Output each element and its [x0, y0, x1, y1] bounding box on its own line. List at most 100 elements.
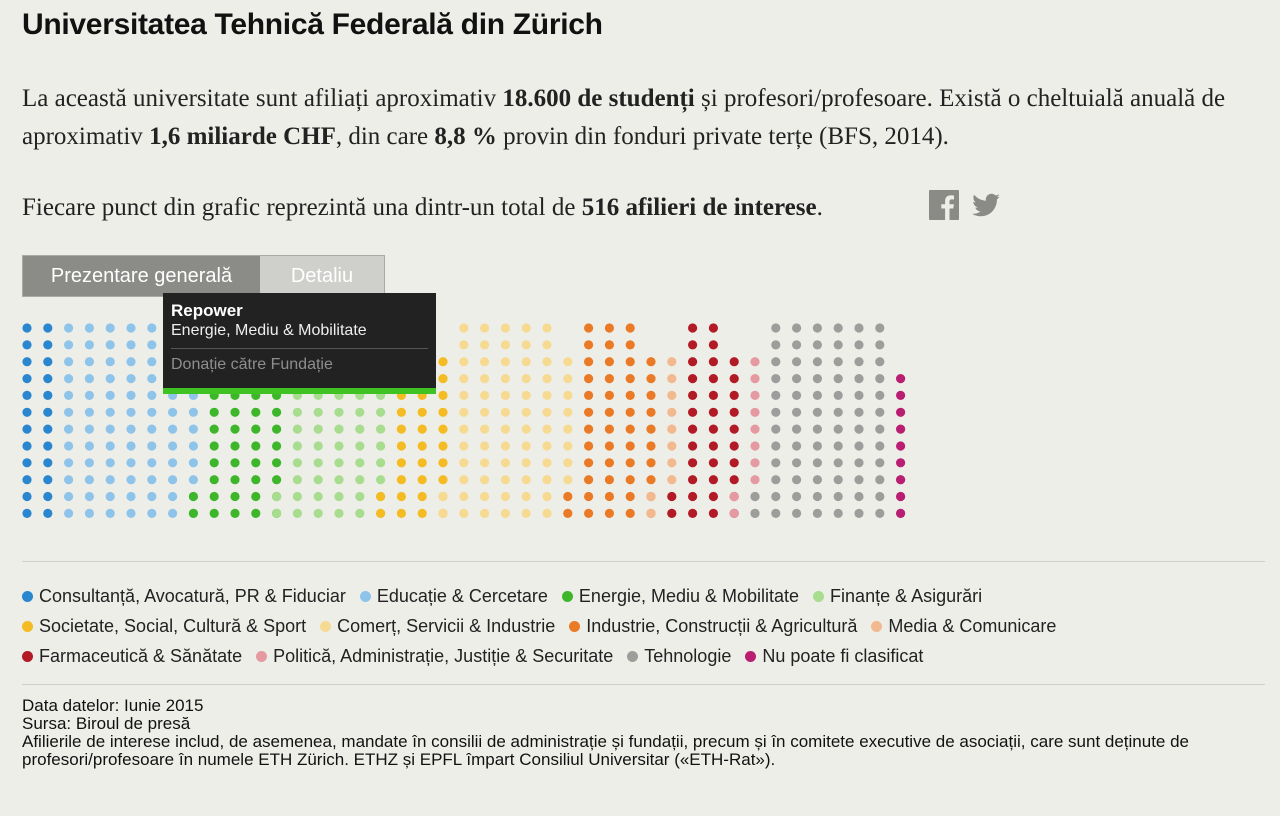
data-dot[interactable] — [22, 390, 32, 400]
data-dot[interactable] — [168, 475, 178, 485]
data-dot[interactable] — [688, 491, 698, 502]
data-dot[interactable] — [147, 357, 157, 367]
data-dot[interactable] — [313, 491, 323, 502]
data-dot[interactable] — [584, 424, 594, 434]
data-dot[interactable] — [833, 458, 843, 468]
data-dot[interactable] — [500, 390, 510, 400]
data-dot[interactable] — [251, 491, 261, 502]
data-dot[interactable] — [230, 475, 240, 485]
data-dot[interactable] — [459, 475, 469, 485]
data-dot[interactable] — [646, 407, 656, 417]
data-dot[interactable] — [708, 340, 719, 350]
data-dot[interactable] — [521, 508, 531, 518]
data-dot[interactable] — [812, 357, 823, 367]
data-dot[interactable] — [604, 357, 615, 367]
data-dot[interactable] — [667, 508, 677, 518]
data-dot[interactable] — [708, 508, 719, 518]
data-dot[interactable] — [64, 508, 74, 518]
data-dot[interactable] — [563, 424, 573, 434]
data-dot[interactable] — [896, 390, 906, 400]
data-dot[interactable] — [584, 340, 594, 350]
data-dot[interactable] — [667, 491, 677, 502]
data-dot[interactable] — [833, 374, 843, 384]
data-dot[interactable] — [292, 424, 302, 434]
data-dot[interactable] — [667, 357, 677, 367]
data-dot[interactable] — [43, 340, 53, 350]
data-dot[interactable] — [750, 475, 760, 485]
data-dot[interactable] — [147, 475, 157, 485]
data-dot[interactable] — [459, 323, 469, 333]
data-dot[interactable] — [272, 491, 282, 502]
data-dot[interactable] — [230, 491, 240, 502]
data-dot[interactable] — [812, 340, 823, 350]
data-dot[interactable] — [147, 458, 157, 468]
data-dot[interactable] — [604, 441, 615, 451]
data-dot[interactable] — [833, 323, 843, 333]
data-dot[interactable] — [542, 491, 552, 502]
data-dot[interactable] — [750, 407, 760, 417]
data-dot[interactable] — [459, 424, 469, 434]
data-dot[interactable] — [438, 491, 448, 502]
data-dot[interactable] — [521, 491, 531, 502]
data-dot[interactable] — [729, 491, 739, 502]
data-dot[interactable] — [646, 357, 656, 367]
data-dot[interactable] — [188, 424, 198, 434]
data-dot[interactable] — [22, 374, 32, 384]
data-dot[interactable] — [355, 407, 365, 417]
data-dot[interactable] — [84, 458, 94, 468]
data-dot[interactable] — [209, 407, 219, 417]
data-dot[interactable] — [209, 491, 219, 502]
data-dot[interactable] — [771, 491, 781, 502]
data-dot[interactable] — [105, 424, 115, 434]
data-dot[interactable] — [168, 424, 178, 434]
data-dot[interactable] — [22, 508, 32, 518]
data-dot[interactable] — [854, 441, 864, 451]
data-dot[interactable] — [604, 475, 615, 485]
data-dot[interactable] — [396, 475, 406, 485]
data-dot[interactable] — [646, 475, 656, 485]
data-dot[interactable] — [84, 424, 94, 434]
data-dot[interactable] — [563, 491, 573, 502]
data-dot[interactable] — [22, 323, 32, 333]
data-dot[interactable] — [833, 491, 843, 502]
data-dot[interactable] — [500, 374, 510, 384]
data-dot[interactable] — [168, 508, 178, 518]
data-dot[interactable] — [542, 340, 552, 350]
data-dot[interactable] — [792, 323, 802, 333]
data-dot[interactable] — [64, 491, 74, 502]
data-dot[interactable] — [396, 424, 406, 434]
data-dot[interactable] — [771, 407, 781, 417]
data-dot[interactable] — [272, 458, 282, 468]
data-dot[interactable] — [230, 407, 240, 417]
data-dot[interactable] — [22, 441, 32, 451]
data-dot[interactable] — [771, 340, 781, 350]
data-dot[interactable] — [584, 323, 594, 333]
data-dot[interactable] — [854, 508, 864, 518]
data-dot[interactable] — [84, 475, 94, 485]
data-dot[interactable] — [334, 508, 344, 518]
data-dot[interactable] — [480, 424, 490, 434]
data-dot[interactable] — [396, 508, 406, 518]
data-dot[interactable] — [854, 357, 864, 367]
data-dot[interactable] — [625, 340, 635, 350]
data-dot[interactable] — [688, 390, 698, 400]
data-dot[interactable] — [604, 340, 615, 350]
data-dot[interactable] — [896, 491, 906, 502]
data-dot[interactable] — [521, 390, 531, 400]
data-dot[interactable] — [708, 475, 719, 485]
data-dot[interactable] — [126, 323, 136, 333]
data-dot[interactable] — [313, 508, 323, 518]
data-dot[interactable] — [292, 441, 302, 451]
data-dot[interactable] — [230, 424, 240, 434]
data-dot[interactable] — [646, 491, 656, 502]
data-dot[interactable] — [500, 424, 510, 434]
data-dot[interactable] — [542, 407, 552, 417]
data-dot[interactable] — [209, 424, 219, 434]
data-dot[interactable] — [272, 407, 282, 417]
data-dot[interactable] — [625, 323, 635, 333]
data-dot[interactable] — [854, 323, 864, 333]
data-dot[interactable] — [604, 374, 615, 384]
data-dot[interactable] — [480, 491, 490, 502]
data-dot[interactable] — [708, 323, 719, 333]
data-dot[interactable] — [126, 357, 136, 367]
